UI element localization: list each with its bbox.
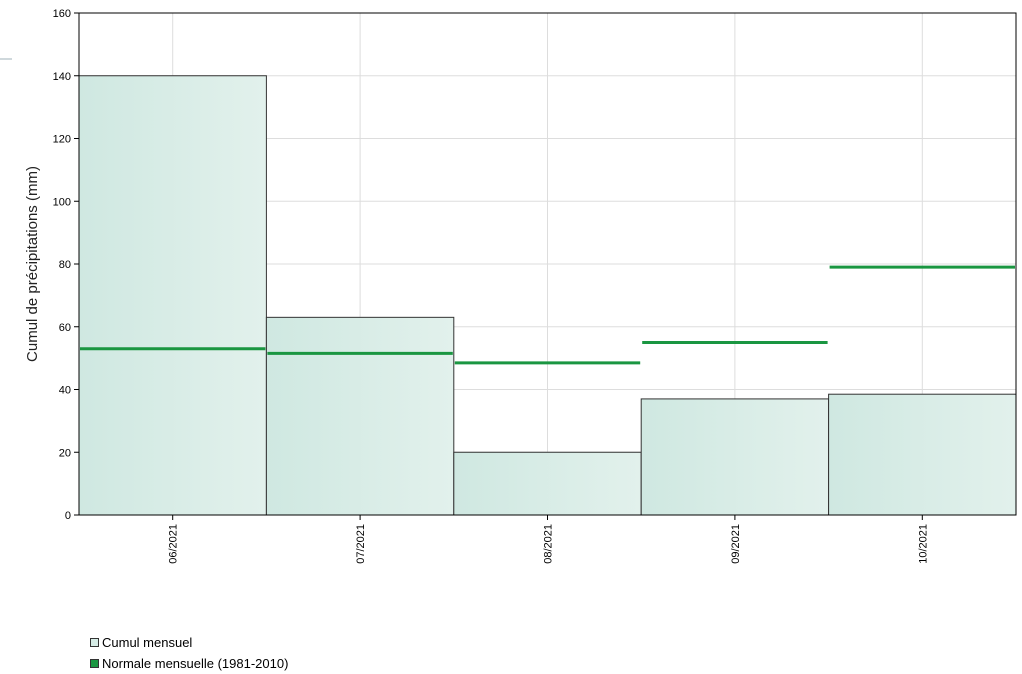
y-tick-label: 20 [59, 447, 71, 459]
normal-lines [80, 265, 1015, 365]
bar-cumul-07-2021 [265, 316, 455, 516]
y-tick-label: 160 [53, 8, 71, 20]
bar-cumul-10-2021 [828, 393, 1017, 516]
legend: Cumul mensuel Normale mensuelle (1981-20… [90, 632, 288, 674]
x-tick-label: 08/2021 [543, 524, 555, 564]
bar-cumul-09-2021 [640, 398, 830, 516]
y-tick-label: 80 [59, 259, 71, 271]
bars [78, 75, 1017, 516]
x-tick-label: 10/2021 [917, 524, 929, 564]
legend-item-normale: Normale mensuelle (1981-2010) [90, 653, 288, 674]
edge-mark [0, 58, 12, 60]
precipitation-chart: 0 20 40 60 80 100 120 140 160 06/2021 07/2021 08/20… [24, 8, 1017, 564]
y-tick-label: 0 [65, 510, 71, 522]
x-tick-label: 06/2021 [168, 524, 180, 564]
legend-swatch-normale [90, 659, 99, 668]
x-tick-label: 07/2021 [355, 524, 367, 564]
y-tick-label: 120 [53, 134, 71, 146]
y-tick-label: 140 [53, 71, 71, 83]
axes: 0 20 40 60 80 100 120 140 160 06/2021 07/2021 08/20… [53, 8, 1017, 564]
legend-label-normale: Normale mensuelle (1981-2010) [102, 656, 289, 671]
bar-cumul-08-2021 [453, 451, 642, 516]
legend-swatch-cumul [90, 638, 99, 647]
y-axis-label: Cumul de précipitations (mm) [24, 166, 41, 362]
y-tick-label: 40 [59, 385, 71, 397]
x-tick-label: 09/2021 [730, 524, 742, 564]
bar-cumul-06-2021 [78, 75, 267, 516]
legend-item-cumul: Cumul mensuel [90, 632, 288, 653]
y-tick-label: 60 [59, 322, 71, 334]
y-tick-label: 100 [53, 196, 71, 208]
legend-label-cumul: Cumul mensuel [102, 635, 193, 650]
